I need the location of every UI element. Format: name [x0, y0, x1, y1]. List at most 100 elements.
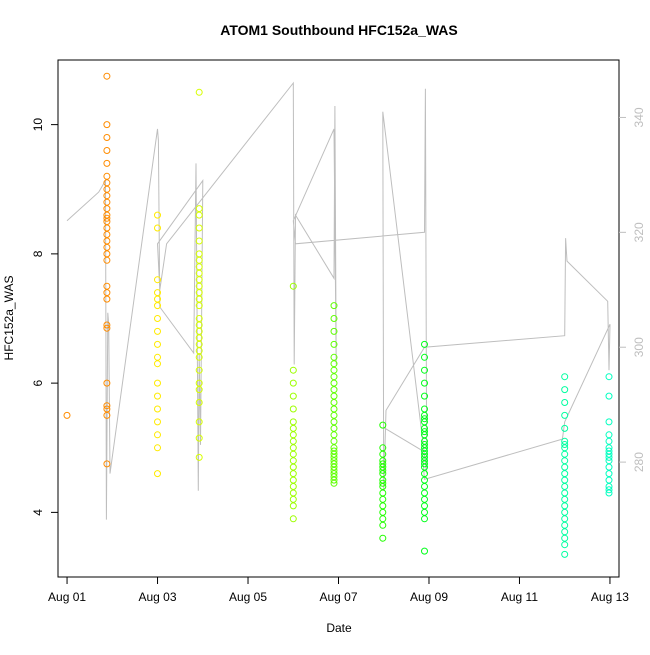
- data-point: [195, 88, 203, 96]
- data-point: [561, 424, 569, 432]
- data-point: [103, 224, 111, 232]
- y-tick-label: 10: [31, 118, 45, 132]
- data-point: [605, 373, 613, 381]
- x-tick-label: Aug 07: [319, 590, 357, 604]
- data-point: [561, 495, 569, 503]
- data-point: [561, 457, 569, 465]
- data-point: [330, 302, 338, 310]
- data-point: [330, 386, 338, 394]
- altitude-line: [66, 81, 611, 520]
- data-point: [561, 470, 569, 478]
- y-tick-label: 8: [31, 250, 45, 257]
- data-point: [289, 470, 297, 478]
- data-point: [605, 431, 613, 439]
- data-point: [154, 302, 161, 310]
- data-point: [379, 479, 387, 487]
- data-point: [561, 483, 569, 490]
- data-point: [561, 534, 569, 542]
- data-point: [330, 431, 338, 439]
- data-point: [154, 353, 161, 361]
- data-point: [421, 460, 428, 468]
- data-point: [103, 214, 111, 222]
- data-point: [421, 515, 428, 523]
- data-point: [289, 405, 297, 413]
- data-point: [103, 321, 111, 329]
- data-point: [605, 392, 613, 400]
- y-tick-label: 6: [31, 379, 45, 386]
- y-axis-label: HFC152a_WAS: [2, 276, 16, 361]
- data-point: [421, 483, 428, 490]
- data-point: [421, 547, 428, 555]
- chart-title: ATOM1 Southbound HFC152a_WAS: [220, 22, 458, 38]
- data-point: [154, 327, 161, 335]
- y2-tick-label: 300: [632, 337, 646, 357]
- data-point: [561, 450, 569, 458]
- data-point: [605, 470, 613, 478]
- data-point: [379, 495, 387, 503]
- data-point: [561, 411, 569, 419]
- data-point: [379, 502, 387, 510]
- data-point: [103, 289, 111, 297]
- data-point: [154, 470, 161, 478]
- data-point: [421, 353, 428, 361]
- data-point: [289, 457, 297, 465]
- data-point: [289, 495, 297, 503]
- data-point: [421, 340, 428, 348]
- data-point: [421, 366, 428, 374]
- data-point: [103, 172, 111, 180]
- data-point: [421, 489, 428, 497]
- data-point: [605, 476, 613, 484]
- y-tick-label: 4: [31, 509, 45, 516]
- data-point: [154, 418, 161, 426]
- data-point: [561, 515, 569, 523]
- data-point: [103, 192, 111, 200]
- data-point: [195, 453, 203, 461]
- data-point: [103, 256, 111, 264]
- data-point: [421, 392, 428, 400]
- data-point: [379, 534, 387, 542]
- data-point: [289, 444, 297, 452]
- data-point: [154, 379, 161, 387]
- data-point: [103, 179, 111, 187]
- axes-layer: Aug 01 Aug 03 Aug 05 Aug 07 Aug 09 Aug 11 Aug …: [31, 59, 646, 604]
- data-point: [103, 237, 111, 245]
- data-point: [330, 379, 338, 387]
- data-point: [330, 366, 338, 374]
- data-point: [103, 402, 111, 410]
- data-point: [330, 437, 338, 445]
- data-point: [195, 237, 203, 245]
- secondary-line-layer: [66, 81, 611, 520]
- data-point: [330, 411, 338, 419]
- data-point: [421, 415, 428, 423]
- data-point: [154, 392, 161, 400]
- data-point: [330, 327, 338, 335]
- data-point: [195, 224, 203, 232]
- data-point: [561, 508, 569, 516]
- data-point: [154, 224, 161, 232]
- data-point: [154, 315, 161, 322]
- data-point: [103, 231, 111, 238]
- data-point: [103, 147, 111, 154]
- data-point: [379, 421, 387, 429]
- data-point: [154, 276, 161, 284]
- plot-frame: [57, 59, 620, 578]
- data-point: [289, 424, 297, 432]
- data-point: [330, 399, 338, 406]
- data-point: [330, 405, 338, 413]
- data-point: [103, 282, 111, 290]
- data-point: [421, 495, 428, 503]
- data-point: [289, 392, 297, 400]
- data-point: [103, 185, 111, 193]
- data-point: [289, 476, 297, 484]
- x-tick-label: Aug 13: [591, 590, 629, 604]
- data-point: [195, 434, 203, 442]
- y2-tick-label: 280: [632, 452, 646, 472]
- y2-tick-label: 340: [632, 107, 646, 127]
- data-point: [154, 360, 161, 368]
- data-point: [289, 463, 297, 471]
- data-point: [289, 379, 297, 387]
- data-point: [330, 424, 338, 432]
- data-point: [605, 463, 613, 471]
- data-point: [195, 211, 203, 219]
